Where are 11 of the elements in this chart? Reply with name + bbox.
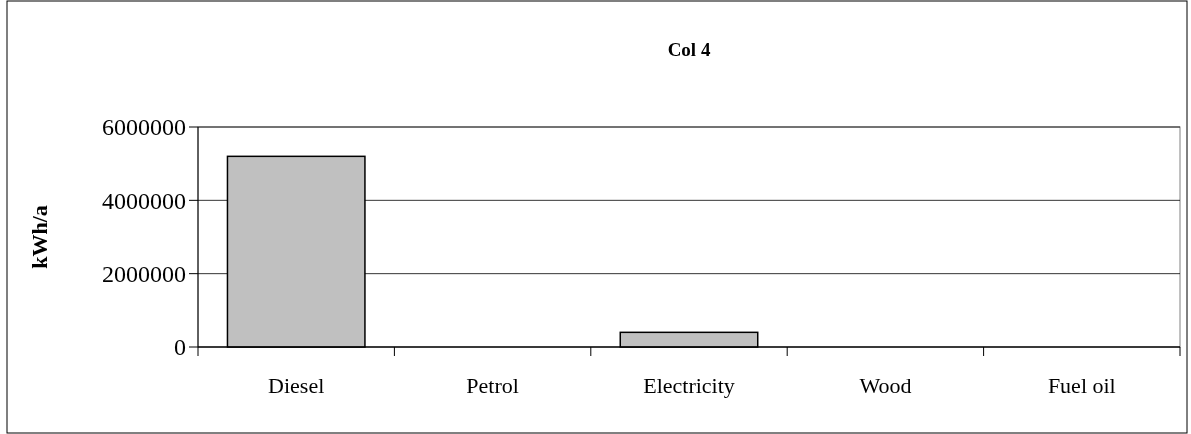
x-tick-label: Electricity: [643, 373, 735, 398]
y-tick-label: 0: [174, 334, 186, 361]
x-tick-label: Wood: [859, 373, 912, 398]
x-tick-label: Diesel: [268, 373, 325, 398]
x-tick-label: Petrol: [466, 373, 519, 398]
y-tick-label: 6000000: [102, 114, 186, 141]
chart-title: Col 4: [667, 39, 711, 60]
y-tick-label: 2000000: [102, 261, 186, 288]
x-tick-label: Fuel oil: [1047, 373, 1116, 398]
y-tick-label: 4000000: [102, 187, 186, 214]
y-axis-title: kWh/a: [27, 205, 52, 269]
